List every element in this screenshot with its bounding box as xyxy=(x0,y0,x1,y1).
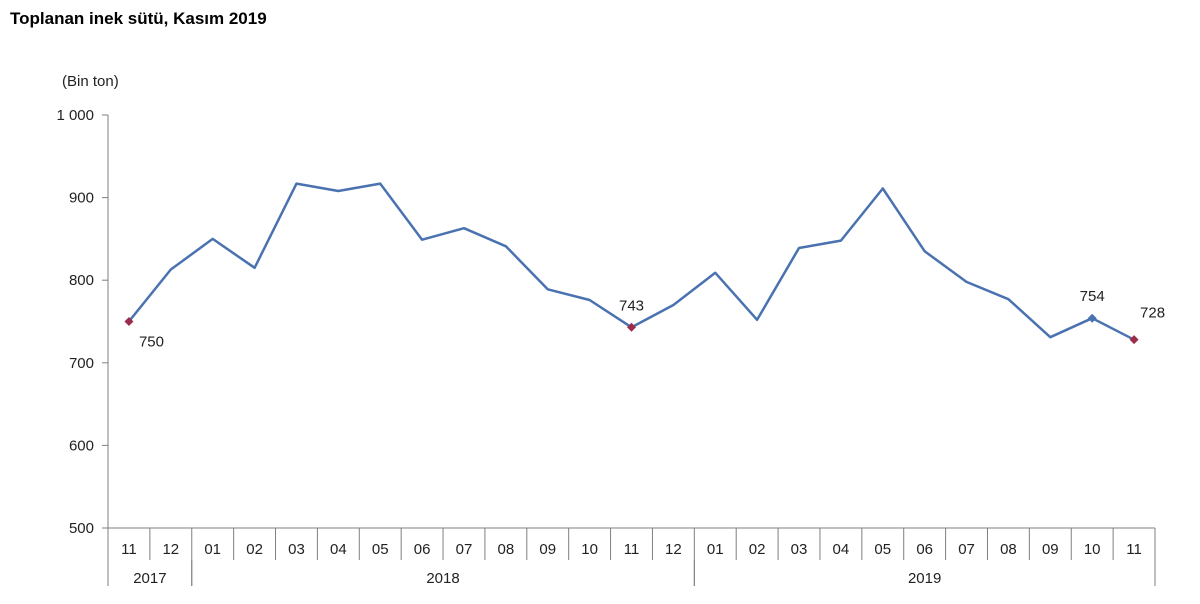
x-tick-label: 10 xyxy=(581,541,598,558)
x-tick-label: 06 xyxy=(414,541,431,558)
x-tick-label: 11 xyxy=(121,541,137,558)
x-tick-label: 12 xyxy=(162,541,179,558)
series-line xyxy=(127,182,1135,341)
y-axis-label: (Bin ton) xyxy=(62,73,119,90)
x-tick-label: 11 xyxy=(1126,541,1142,558)
x-tick-label: 04 xyxy=(833,541,850,558)
data-point-marker xyxy=(1129,335,1139,345)
x-tick-label: 02 xyxy=(749,541,766,558)
data-label: 754 xyxy=(1080,288,1105,305)
x-tick-label: 12 xyxy=(665,541,682,558)
x-tick-label: 06 xyxy=(916,541,933,558)
x-tick-label: 07 xyxy=(456,541,473,558)
data-label: 743 xyxy=(619,297,644,314)
x-tick-label: 05 xyxy=(874,541,891,558)
y-tick-label: 900 xyxy=(69,190,94,207)
year-label: 2017 xyxy=(133,570,166,587)
y-tick-label: 700 xyxy=(69,355,94,372)
year-label: 2018 xyxy=(426,570,459,587)
data-point-marker xyxy=(1087,313,1097,323)
x-tick-label: 01 xyxy=(707,541,724,558)
x-tick-label: 02 xyxy=(246,541,263,558)
x-tick-label: 11 xyxy=(624,541,640,558)
y-tick-label: 600 xyxy=(69,437,94,454)
data-point-marker xyxy=(627,322,636,332)
x-tick-label: 01 xyxy=(204,541,221,558)
x-tick-label: 04 xyxy=(330,541,347,558)
x-tick-label: 03 xyxy=(791,541,808,558)
x-tick-label: 09 xyxy=(1042,541,1059,558)
chart-title: Toplanan inek sütü, Kasım 2019 xyxy=(10,9,267,28)
x-tick-label: 07 xyxy=(958,541,975,558)
x-tick-label: 05 xyxy=(372,541,389,558)
data-label: 750 xyxy=(139,334,164,351)
y-tick-label: 1 000 xyxy=(56,107,94,124)
year-label: 2019 xyxy=(908,570,941,587)
data-label: 728 xyxy=(1140,305,1165,322)
x-tick-label: 09 xyxy=(539,541,556,558)
y-tick-label: 800 xyxy=(69,272,94,289)
x-tick-label: 08 xyxy=(1000,541,1017,558)
x-tick-label: 10 xyxy=(1084,541,1101,558)
x-tick-label: 03 xyxy=(288,541,305,558)
data-point-marker xyxy=(124,317,134,326)
x-tick-label: 08 xyxy=(498,541,515,558)
y-tick-label: 500 xyxy=(69,520,94,537)
